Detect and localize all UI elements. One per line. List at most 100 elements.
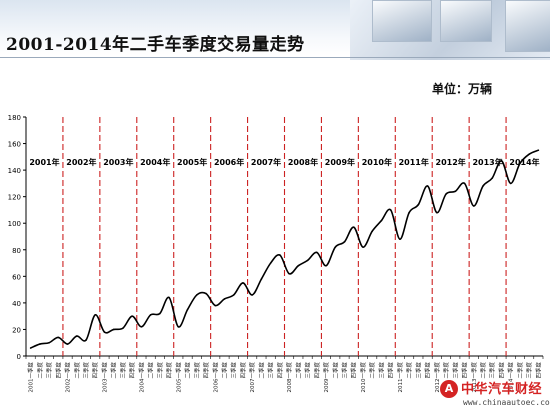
y-tick-label: 160	[8, 141, 21, 149]
x-tick-label: 二季度	[294, 362, 302, 379]
data-point	[159, 312, 161, 315]
x-tick-label: 二季度	[36, 362, 44, 379]
x-tick-label: 2005一季度	[174, 362, 182, 393]
watermark: A 中华汽车财经 www.chinaautoec.com	[440, 378, 550, 413]
data-point	[491, 177, 494, 179]
data-point	[528, 153, 530, 155]
y-tick-label: 140	[8, 167, 21, 175]
year-label: 2011年	[399, 157, 429, 167]
x-tick-label: 四季度	[276, 362, 284, 379]
x-tick-label: 2002一季度	[64, 362, 72, 393]
y-tick-label: 40	[12, 300, 21, 308]
year-label: 2005年	[177, 157, 207, 167]
data-point	[482, 185, 484, 187]
data-point	[380, 219, 383, 222]
y-tick-label: 180	[8, 114, 21, 122]
data-point	[177, 325, 180, 328]
unit-label: 单位：万辆	[432, 82, 493, 96]
data-point	[408, 211, 410, 214]
brand-logo-icon: A	[440, 380, 458, 398]
data-point	[260, 278, 263, 280]
data-point	[279, 254, 281, 256]
x-tick-label: 2006一季度	[211, 362, 219, 393]
data-point	[371, 230, 374, 232]
data-point	[242, 282, 244, 284]
y-tick-label: 80	[12, 247, 21, 255]
data-point	[389, 209, 392, 211]
x-tick-label: 三季度	[267, 362, 275, 379]
watermark-brand: 中华汽车财经	[461, 382, 543, 397]
x-tick-label: 四季度	[91, 362, 99, 379]
x-tick-label: 2007一季度	[248, 362, 256, 393]
y-tick-label: 20	[12, 326, 21, 334]
x-tick-label: 三季度	[230, 362, 238, 379]
x-tick-label: 2008一季度	[285, 362, 293, 393]
x-tick-label: 二季度	[516, 362, 524, 379]
year-label: 2009年	[325, 157, 355, 167]
x-tick-label: 四季度	[424, 362, 432, 379]
data-point	[85, 339, 87, 341]
x-tick-label: 2010一季度	[359, 362, 367, 393]
data-point	[251, 294, 253, 296]
data-point	[205, 292, 207, 295]
data-point	[297, 264, 300, 267]
decorative-cube	[372, 0, 432, 42]
title-divider	[0, 57, 550, 58]
decorative-cube	[440, 0, 492, 42]
data-point	[195, 294, 198, 296]
year-label: 2002年	[66, 157, 96, 167]
decorative-cube	[505, 0, 550, 52]
x-tick-label: 三季度	[45, 362, 53, 379]
x-tick-label: 三季度	[119, 362, 127, 379]
x-tick-label: 四季度	[313, 362, 321, 379]
year-label: 2003年	[103, 157, 133, 167]
x-tick-label: 三季度	[414, 362, 422, 379]
x-tick-label: 二季度	[331, 362, 339, 379]
data-point	[417, 203, 420, 206]
year-label: 2012年	[436, 157, 466, 167]
data-point	[57, 336, 60, 339]
data-point	[131, 315, 133, 317]
year-label: 2006年	[214, 157, 244, 167]
x-tick-label: 四季度	[128, 362, 136, 379]
data-point	[500, 160, 503, 162]
year-label: 2014年	[509, 157, 539, 167]
x-tick-label: 2013一季度	[470, 362, 478, 393]
x-tick-label: 四季度	[534, 362, 542, 379]
data-point	[316, 251, 318, 254]
data-point	[436, 211, 438, 214]
data-point	[509, 182, 512, 185]
y-tick-label: 60	[12, 273, 21, 281]
x-tick-label: 2014一季度	[507, 362, 515, 393]
x-tick-label: 二季度	[442, 362, 450, 379]
y-tick-label: 0	[17, 353, 21, 361]
data-point	[112, 328, 115, 331]
x-tick-label: 三季度	[525, 362, 533, 379]
data-point	[472, 205, 475, 207]
data-point	[75, 335, 78, 337]
y-tick-label: 120	[8, 194, 21, 202]
data-point	[140, 325, 143, 328]
year-label: 2008年	[288, 157, 318, 167]
data-point	[288, 272, 290, 275]
x-tick-label: 2004一季度	[137, 362, 145, 393]
x-tick-label: 二季度	[147, 362, 155, 379]
page-title: 2001-2014年二手车季度交易量走势	[6, 35, 305, 55]
x-tick-label: 四季度	[202, 362, 210, 379]
x-tick-label: 三季度	[156, 362, 164, 379]
data-point	[426, 185, 429, 187]
data-point	[269, 262, 272, 264]
data-point	[223, 298, 226, 300]
x-tick-label: 二季度	[257, 362, 265, 379]
data-point	[463, 182, 466, 185]
data-point	[454, 190, 457, 193]
data-point	[306, 259, 309, 262]
data-point	[149, 314, 152, 316]
x-tick-label: 三季度	[377, 362, 385, 379]
data-point	[66, 343, 69, 345]
x-tick-label: 2011一季度	[396, 362, 404, 393]
data-point	[352, 226, 355, 229]
year-label: 2010年	[362, 157, 392, 167]
data-point	[232, 294, 235, 296]
